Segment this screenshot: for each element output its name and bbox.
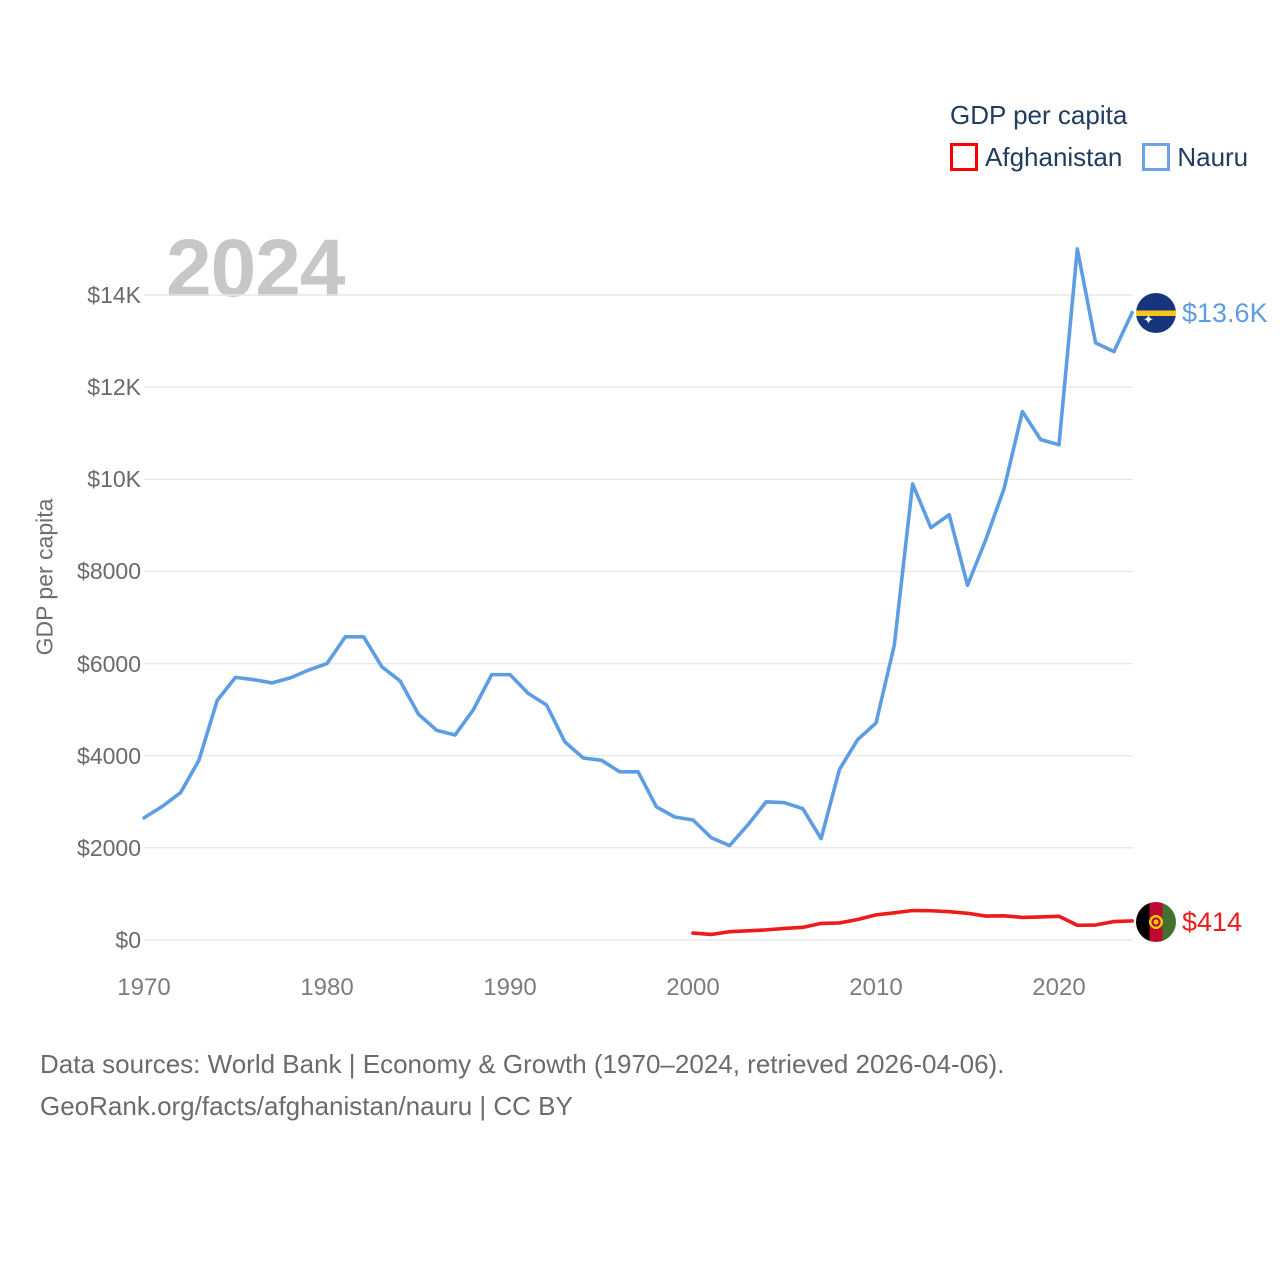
x-tick-label: 1980	[300, 974, 354, 1001]
y-tick-label: $4000	[77, 742, 141, 769]
afghanistan-flag-icon	[1136, 902, 1176, 942]
afghanistan-end-value-label: $414	[1182, 907, 1243, 937]
legend-label-nauru[interactable]: Nauru	[1177, 142, 1249, 172]
year-watermark: 2024	[166, 223, 345, 314]
y-tick-label: $0	[115, 927, 141, 953]
footer-attribution: GeoRank.org/facts/afghanistan/nauru | CC…	[40, 1091, 573, 1121]
legend: GDP per capita Afghanistan Nauru	[950, 100, 1248, 172]
x-tick-label: 1990	[483, 974, 537, 1001]
chart-plot-area	[142, 247, 1134, 941]
series-line-nauru[interactable]	[142, 247, 1134, 848]
legend-title: GDP per capita	[950, 100, 1128, 130]
x-tick-label: 1970	[117, 974, 171, 1001]
y-tick-label: $14K	[87, 281, 141, 308]
y-tick-label: $2000	[77, 834, 141, 861]
y-tick-label: $8000	[77, 558, 141, 585]
x-tick-label: 2000	[666, 974, 720, 1001]
footer: Data sources: World Bank | Economy & Gro…	[40, 1048, 1004, 1122]
x-tick-label: 2020	[1032, 974, 1086, 1001]
y-tick-label: $6000	[77, 650, 141, 677]
legend-swatch-afghanistan[interactable]	[950, 143, 978, 171]
nauru-end-value-label: $13.6K	[1182, 298, 1268, 328]
legend-swatch-nauru[interactable]	[1142, 143, 1171, 171]
nauru-flag-icon: ✦	[1136, 293, 1176, 333]
legend-items-row: Afghanistan Nauru	[950, 142, 1248, 172]
x-axis-tick-labels: 1970 1980 1990 2000 2010 2020	[0, 974, 1280, 1004]
y-tick-label: $10K	[87, 466, 141, 493]
y-tick-label: $12K	[87, 374, 141, 401]
legend-label-afghanistan[interactable]: Afghanistan	[985, 142, 1123, 172]
series-line-afghanistan[interactable]	[691, 908, 1134, 937]
footer-data-sources: Data sources: World Bank | Economy & Gro…	[40, 1049, 1005, 1079]
x-tick-label: 2010	[849, 974, 903, 1001]
nauru-flag-star-icon: ✦	[1143, 312, 1154, 327]
